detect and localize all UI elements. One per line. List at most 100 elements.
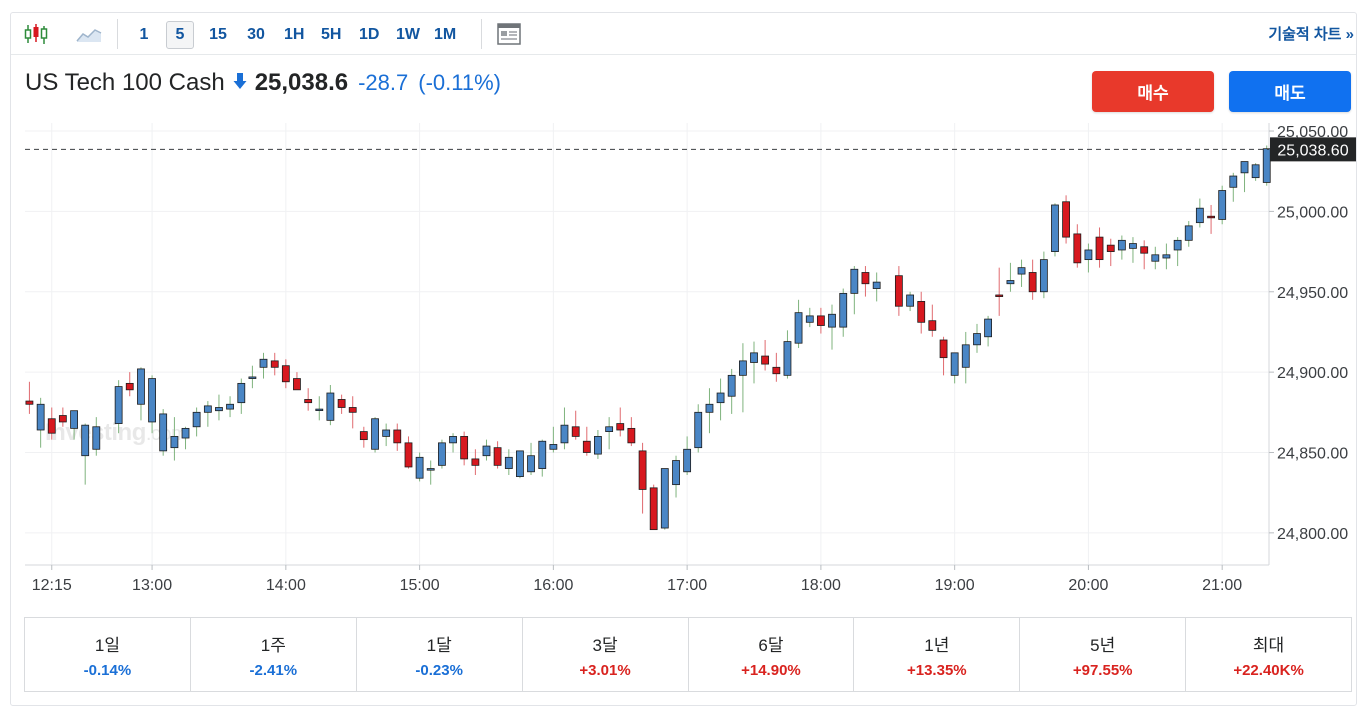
period-6m[interactable]: 6달 +14.90% [689, 618, 855, 691]
down-arrow-icon [233, 69, 247, 97]
candle-body [605, 426, 614, 432]
interval-1[interactable]: 1 [139, 26, 149, 43]
candle-body [81, 424, 90, 457]
candle-body [1095, 236, 1104, 261]
candle-body [393, 429, 402, 444]
period-label: 1달 [426, 635, 452, 655]
candle-body [616, 423, 625, 431]
period-1y[interactable]: 1년 +13.35% [854, 618, 1021, 691]
instrument-name: US Tech 100 Cash [25, 69, 225, 96]
candle-body [1162, 254, 1171, 259]
area-chart-icon[interactable] [73, 19, 105, 49]
period-label: 최대 [1252, 635, 1285, 655]
candle-body [928, 320, 937, 331]
x-tick-label: 16:00 [533, 577, 573, 594]
x-tick-label: 19:00 [935, 577, 975, 594]
interval-1d[interactable]: 1D [359, 26, 380, 43]
candle-body [750, 352, 758, 363]
candle-body [638, 450, 647, 490]
candle-body [159, 413, 168, 452]
candle-body [270, 360, 279, 368]
candle-body [794, 312, 803, 344]
technical-chart-link[interactable]: 기술적 차트 » [1268, 26, 1354, 43]
period-value: -2.41% [249, 661, 298, 679]
y-tick-label: 24,850.00 [1277, 445, 1348, 462]
period-3m[interactable]: 3달 +3.01% [523, 618, 689, 691]
candle-body [70, 410, 78, 429]
candle-body [1207, 215, 1215, 219]
candle-body [337, 399, 346, 408]
candle-body [259, 358, 268, 368]
candle-body [1006, 280, 1015, 285]
candle-body [961, 344, 970, 368]
candle-body [560, 424, 569, 444]
sell-button[interactable]: 매도 [1229, 71, 1351, 112]
period-1m[interactable]: 1달 -0.23% [357, 618, 523, 691]
candle-body [181, 427, 190, 439]
interval-1h[interactable]: 1H [284, 26, 305, 43]
candlestick-chart[interactable]: 25,050.00 25,000.00 24,950.00 24,900.00 24,8… [11, 13, 1356, 613]
candle-body [125, 382, 134, 391]
candle-body [382, 429, 391, 437]
y-tick-label: 25,000.00 [1277, 204, 1348, 221]
candle-body [36, 403, 45, 431]
candle-body [783, 341, 792, 376]
toolbar-divider [117, 19, 118, 49]
candle-body [281, 365, 290, 383]
layout-icon[interactable] [494, 19, 524, 49]
interval-5[interactable]: 5 [166, 21, 194, 49]
x-tick-label: 15:00 [400, 577, 440, 594]
candle-body [25, 400, 34, 405]
candle-body [739, 360, 747, 376]
candle-body [973, 333, 981, 346]
buy-button[interactable]: 매수 [1092, 71, 1214, 112]
candle-body [716, 392, 725, 404]
y-tick-label: 24,800.00 [1277, 526, 1348, 543]
period-label: 6달 [758, 635, 784, 655]
candle-body [1117, 239, 1126, 251]
interval-15[interactable]: 15 [209, 26, 227, 43]
candle-body [816, 315, 825, 326]
candle-body [649, 487, 658, 531]
interval-1w[interactable]: 1W [396, 26, 420, 43]
candle-body [627, 427, 636, 444]
x-tick-label: 12:15 [32, 577, 72, 594]
current-price-label: 25,038.60 [1277, 142, 1348, 159]
x-tick-label: 20:00 [1068, 577, 1108, 594]
candle-body [348, 407, 357, 413]
candle-body [906, 294, 915, 307]
period-5y[interactable]: 5년 +97.55% [1020, 618, 1187, 691]
candle-body [516, 450, 524, 478]
x-tick-label: 14:00 [266, 577, 306, 594]
period-1d[interactable]: 1일 -0.14% [25, 618, 191, 691]
x-tick-label: 18:00 [801, 577, 841, 594]
candle-body [148, 378, 156, 423]
interval-30[interactable]: 30 [247, 26, 265, 43]
interval-5h[interactable]: 5H [321, 26, 342, 43]
candle-body [1039, 259, 1048, 293]
candle-body [939, 339, 948, 359]
candle-body [984, 318, 992, 338]
price-change: -28.7 [358, 70, 409, 95]
candle-body [47, 418, 56, 434]
candle-body [1073, 233, 1082, 264]
period-max[interactable]: 최대 +22.40K% [1186, 618, 1351, 691]
candle-body [493, 447, 502, 466]
candle-body [549, 444, 558, 450]
candle-body [248, 376, 257, 379]
candle-body [415, 456, 424, 479]
candle-body [660, 468, 669, 529]
instrument-header: US Tech 100 Cash 25,038.6 -28.7 (-0.11%) [25, 69, 501, 97]
candlestick-chart-icon[interactable] [21, 19, 51, 49]
candle-body [203, 405, 212, 413]
candle-body [1140, 246, 1149, 254]
last-price: 25,038.6 [254, 69, 349, 96]
period-1w[interactable]: 1주 -2.41% [191, 618, 357, 691]
interval-1m[interactable]: 1M [434, 26, 457, 43]
period-performance-bar: 1일 -0.14% 1주 -2.41% 1달 -0.23% 3달 +3.01% 6달 +1… [24, 617, 1352, 692]
candle-body [92, 426, 101, 450]
candle-body [995, 294, 1004, 297]
candle-body [215, 407, 223, 412]
chart-widget: 1 5 15 30 1H 5H 1D 1W 1M 기술적 차트 » US Tec… [10, 12, 1357, 706]
period-label: 5년 [1090, 635, 1116, 655]
